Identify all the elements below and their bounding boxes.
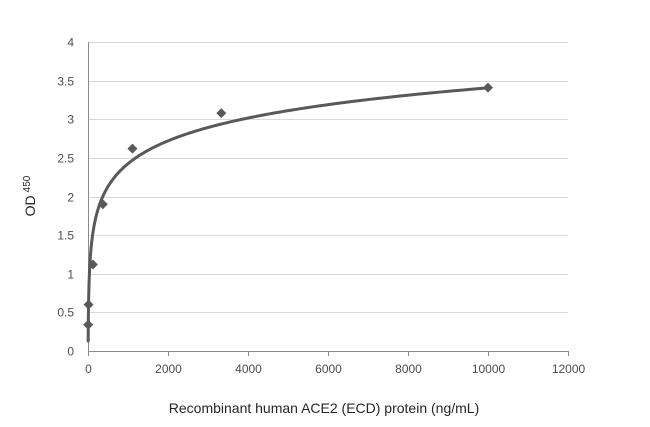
y-tick-label: 1.5: [57, 229, 74, 243]
x-tick-label: 12000: [552, 362, 586, 376]
gridlines: [88, 42, 568, 313]
log-fit-curve: [86, 86, 490, 343]
y-tick-labels: 0 0.5 1 1.5 2 2.5 3 3.5 4: [57, 36, 74, 359]
data-point-diamond: [483, 82, 493, 93]
axes: [88, 42, 569, 356]
x-tick-label: 6000: [315, 362, 342, 376]
y-axis-title-main: OD: [22, 195, 38, 216]
x-tick-label: 4000: [235, 362, 262, 376]
data-point-diamond: [127, 143, 138, 154]
x-tick-label: 2000: [155, 362, 182, 376]
data-points: [83, 82, 493, 330]
y-tick-label: 4: [67, 36, 74, 50]
y-axis-title: OD 450: [22, 175, 38, 216]
data-point-diamond: [83, 299, 94, 310]
x-tick-label: 10000: [472, 362, 506, 376]
data-point-diamond: [216, 108, 227, 119]
y-tick-label: 0.5: [57, 306, 74, 320]
y-axis-title-subscript: 450: [22, 175, 33, 192]
x-axis-title: Recombinant human ACE2 (ECD) protein (ng…: [169, 400, 479, 416]
y-tick-label: 2: [67, 191, 74, 205]
data-point-diamond: [97, 199, 108, 210]
fit-curve-layer: [86, 86, 490, 343]
x-tick-labels: 0 2000 4000 6000 8000 10000 12000: [85, 362, 585, 376]
y-tick-label: 1: [67, 268, 74, 282]
data-point-diamond: [83, 319, 94, 330]
y-tick-label: 3: [67, 113, 74, 127]
x-tick-label: 0: [85, 362, 92, 376]
data-point-diamond: [87, 259, 98, 270]
y-tick-label: 2.5: [57, 152, 74, 166]
x-tick-label: 8000: [395, 362, 422, 376]
y-tick-label: 3.5: [57, 75, 74, 89]
y-tick-label: 0: [67, 345, 74, 359]
